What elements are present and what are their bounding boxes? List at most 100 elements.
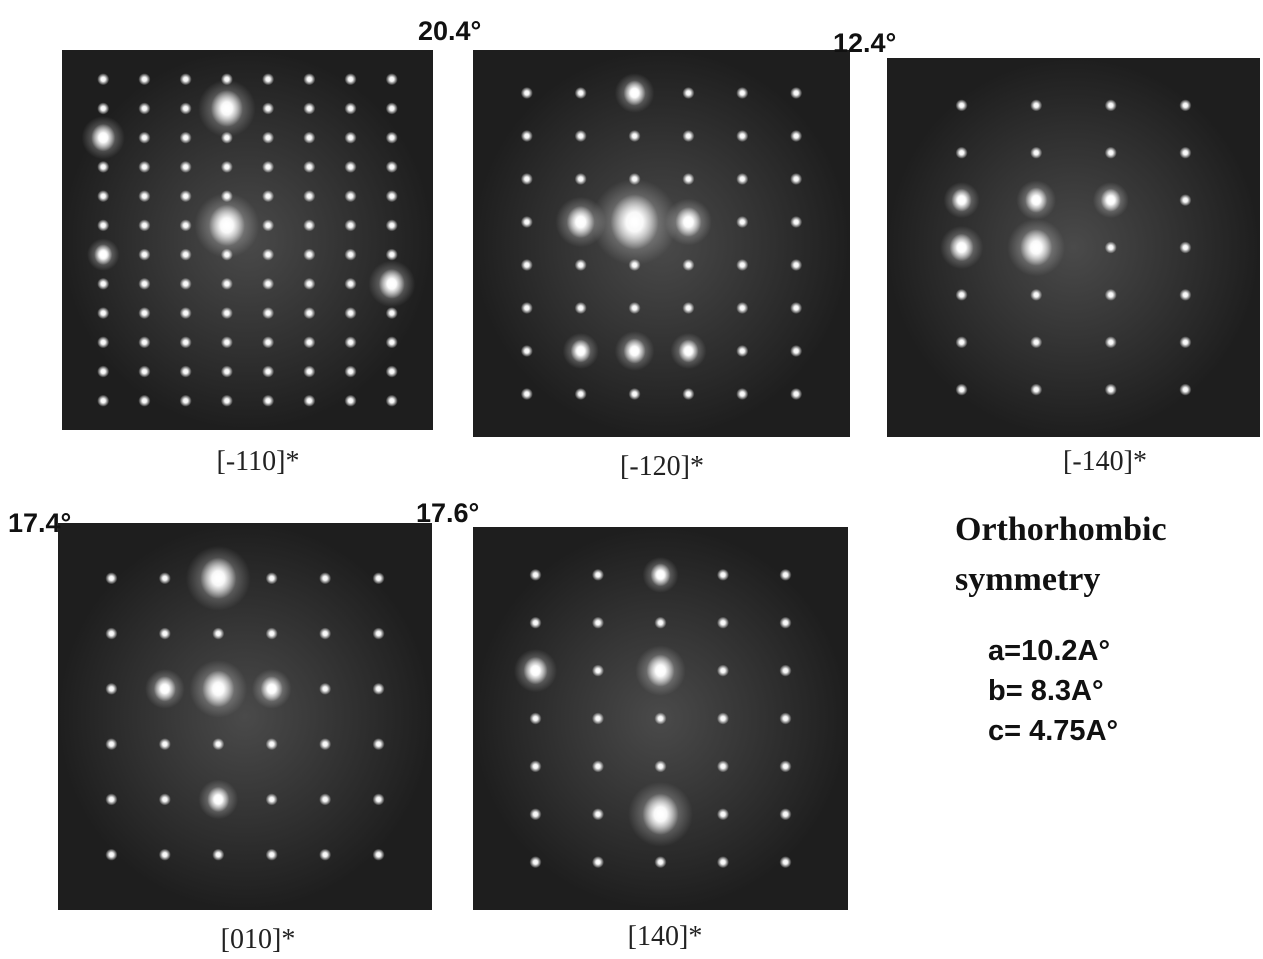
diffraction-spot <box>138 102 151 115</box>
diffraction-spot <box>138 131 151 144</box>
diffraction-spot <box>682 87 695 99</box>
diffraction-spot <box>138 190 151 203</box>
bright-spot <box>646 654 675 687</box>
diffraction-spot <box>592 616 604 629</box>
diffraction-spot <box>790 87 803 99</box>
diffraction-spot <box>955 383 968 396</box>
diffraction-spot <box>385 307 398 320</box>
diffraction-spot <box>779 712 792 725</box>
diffraction-spot <box>520 173 533 185</box>
diffraction-spot <box>574 388 587 400</box>
diffraction-spot <box>385 73 398 86</box>
diffraction-spot <box>344 336 357 349</box>
diffraction-spot <box>319 682 332 695</box>
diffraction-spot <box>97 307 110 320</box>
diffraction-spot <box>592 808 604 821</box>
diffraction-spot <box>790 259 803 271</box>
diffraction-spot <box>319 848 332 861</box>
bright-spot <box>91 123 116 152</box>
diffraction-spot <box>97 219 110 232</box>
diffraction-spot <box>1179 288 1192 301</box>
diffraction-spot <box>736 173 749 185</box>
diffraction-spot <box>138 73 151 86</box>
diffraction-spot <box>790 388 803 400</box>
diffraction-spot <box>344 219 357 232</box>
diffraction-spot <box>220 160 233 173</box>
diffraction-spot <box>790 302 803 314</box>
diffraction-spot <box>138 336 151 349</box>
diffraction-spot <box>717 664 729 677</box>
diffraction-spot <box>779 808 792 821</box>
diffraction-spot <box>955 146 968 159</box>
zone-axis-label: [010]* <box>221 924 296 955</box>
diffraction-spot <box>574 130 587 142</box>
diffraction-spot <box>97 73 110 86</box>
diffraction-spot <box>158 572 171 585</box>
diffraction-spot <box>138 219 151 232</box>
diffraction-spot <box>654 712 667 725</box>
diffraction-spot <box>179 336 192 349</box>
diffraction-spot <box>265 793 278 806</box>
diffraction-spot <box>158 627 171 640</box>
diffraction-spot <box>790 216 803 228</box>
diffraction-spot <box>529 616 542 629</box>
bright-spot <box>1020 229 1053 266</box>
diffraction-spot <box>303 336 316 349</box>
diffraction-spot <box>717 712 729 725</box>
diffraction-spot <box>779 856 792 869</box>
tilt-angle: 20.4° <box>418 16 481 46</box>
diffraction-spot <box>1104 241 1117 254</box>
diffraction-spot <box>344 307 357 320</box>
diffraction-spot <box>1179 146 1192 159</box>
bright-spot <box>202 670 235 708</box>
diffraction-spot <box>520 216 533 228</box>
diffraction-pattern <box>473 527 848 910</box>
diffraction-spot <box>138 160 151 173</box>
diffraction-spot <box>372 572 385 585</box>
diffraction-spot <box>138 307 151 320</box>
diffraction-spot <box>529 808 542 821</box>
diffraction-spot <box>385 365 398 378</box>
tilt-angle: 17.4° <box>8 508 71 538</box>
diffraction-spot <box>344 248 357 261</box>
diffraction-spot <box>682 259 695 271</box>
diffraction-spot <box>179 277 192 290</box>
diffraction-spot <box>265 572 278 585</box>
diffraction-spot <box>262 307 275 320</box>
symmetry-subtitle: symmetry <box>955 561 1100 598</box>
diffraction-spot <box>344 73 357 86</box>
diffraction-spot <box>262 336 275 349</box>
diffraction-spot <box>262 131 275 144</box>
diffraction-spot <box>303 394 316 407</box>
diffraction-spot <box>303 307 316 320</box>
diffraction-spot <box>179 307 192 320</box>
diffraction-spot <box>344 190 357 203</box>
diffraction-spot <box>955 99 968 112</box>
diffraction-spot <box>1104 146 1117 159</box>
diffraction-pattern <box>473 50 850 437</box>
diffraction-spot <box>529 568 542 581</box>
diffraction-spot <box>262 365 275 378</box>
diffraction-spot <box>592 664 604 677</box>
diffraction-spot <box>138 394 151 407</box>
bright-spot <box>260 676 283 702</box>
diffraction-spot <box>262 277 275 290</box>
diffraction-pattern <box>62 50 433 430</box>
bright-spot <box>1100 188 1121 212</box>
bright-spot <box>650 563 671 587</box>
diffraction-spot <box>97 277 110 290</box>
diffraction-spot <box>212 738 225 751</box>
diffraction-spot <box>262 190 275 203</box>
diffraction-spot <box>303 365 316 378</box>
diffraction-spot <box>303 190 316 203</box>
diffraction-spot <box>303 131 316 144</box>
diffraction-spot <box>262 394 275 407</box>
diffraction-spot <box>105 572 118 585</box>
diffraction-spot <box>265 848 278 861</box>
diffraction-spot <box>779 616 792 629</box>
symmetry-title: Orthorhombic <box>955 511 1167 548</box>
diffraction-spot <box>138 277 151 290</box>
diffraction-spot <box>1030 383 1043 396</box>
diffraction-spot <box>303 248 316 261</box>
diffraction-spot <box>303 160 316 173</box>
